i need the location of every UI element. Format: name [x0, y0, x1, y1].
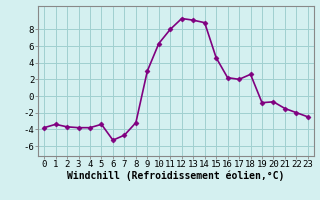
X-axis label: Windchill (Refroidissement éolien,°C): Windchill (Refroidissement éolien,°C)	[67, 171, 285, 181]
